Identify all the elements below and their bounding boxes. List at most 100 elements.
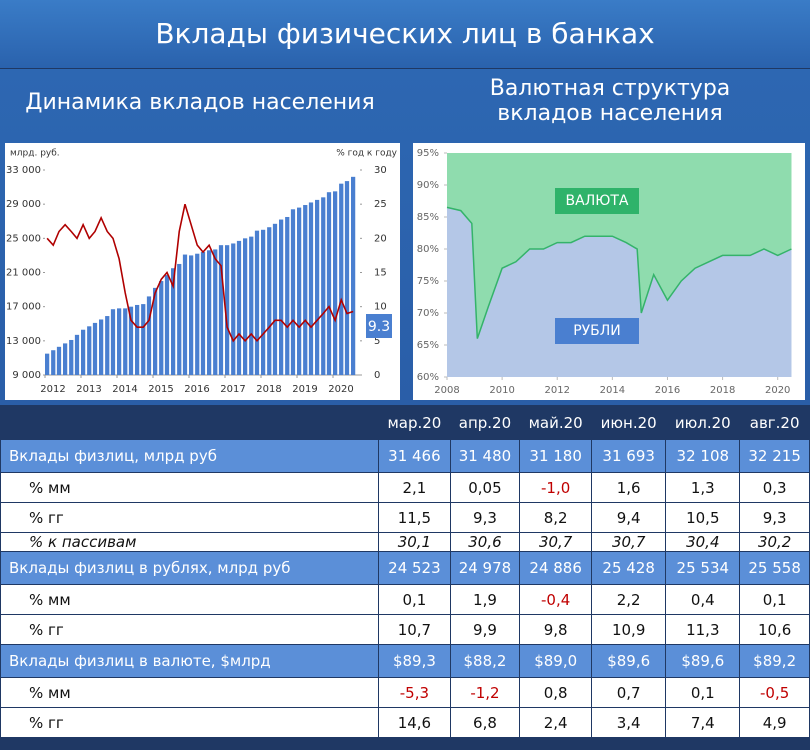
bar (195, 253, 200, 375)
bar (81, 329, 86, 375)
x-tick-label: 2015 (148, 384, 173, 395)
bar (243, 238, 248, 375)
cell: 10,9 (591, 614, 667, 645)
row: % гг 14,6 6,8 2,4 3,4 7,4 4,9 (0, 707, 810, 738)
bar (182, 254, 188, 375)
x-tick-label: 2020 (328, 384, 353, 395)
row-label: % гг (0, 707, 380, 738)
cell: 9,9 (449, 614, 521, 645)
cell: $89,6 (591, 644, 667, 678)
cell: 30,1 (378, 532, 451, 552)
bar (333, 191, 338, 375)
bar (344, 181, 350, 375)
y2-tick-label: 0 (374, 370, 380, 381)
row-label: % гг (0, 502, 380, 533)
bar (303, 205, 308, 375)
title: Вклады физических лиц в банках (0, 0, 810, 68)
month: мар.20 (378, 405, 451, 440)
y-tick-label: 13 000 (6, 336, 41, 347)
bar (339, 183, 344, 375)
cell: -1,0 (519, 472, 593, 503)
x-tick-label: 2012 (545, 385, 570, 396)
y-tick-label: 33 000 (6, 165, 41, 176)
bar (117, 308, 122, 375)
cell: 3,4 (591, 707, 667, 738)
cell: 9,3 (739, 502, 810, 533)
bar (74, 334, 80, 375)
series-label: РУБЛИ (573, 323, 621, 339)
cell: -1,2 (449, 677, 521, 708)
bar (99, 319, 104, 375)
cell: 10,5 (665, 502, 741, 533)
y2-tick-label: 10 (374, 302, 387, 313)
series-label-bg (555, 318, 639, 344)
cell: 0,8 (519, 677, 593, 708)
cell: 11,3 (665, 614, 741, 645)
cell: 10,7 (378, 614, 451, 645)
cell: $89,2 (739, 644, 810, 678)
bar (308, 202, 314, 375)
cell: 14,6 (378, 707, 451, 738)
bar (189, 255, 194, 375)
cell: 10,6 (739, 614, 810, 645)
cell: 32 215 (739, 439, 810, 473)
cell: 4,9 (739, 707, 810, 738)
cell: -5,3 (378, 677, 451, 708)
x-tick-label: 2016 (655, 385, 680, 396)
left-subtitle: Динамика вкладов населения (25, 90, 375, 115)
cell: 7,4 (665, 707, 741, 738)
cell: 0,3 (739, 472, 810, 503)
cell: 1,6 (591, 472, 667, 503)
cell: -0,5 (739, 677, 810, 708)
row: % к пассивам 30,1 30,6 30,7 30,7 30,4 30,2 (0, 532, 810, 552)
bar (261, 229, 266, 375)
cell: 2,1 (378, 472, 451, 503)
bar (225, 245, 230, 375)
cell: 30,7 (519, 532, 593, 552)
y-tick-label: 17 000 (6, 302, 41, 313)
charts: млрд. руб. % год к году 9 000 13 000 17 000 2… (5, 143, 805, 400)
row-label: % гг (0, 614, 380, 645)
bar (141, 304, 146, 375)
bar (56, 346, 62, 375)
bar (128, 306, 134, 375)
bar (297, 207, 302, 375)
row-label: % мм (0, 677, 380, 708)
row: % мм 2,1 0,05 -1,0 1,6 1,3 0,3 (0, 472, 810, 503)
bar (110, 309, 116, 375)
y2-axis-label: % год к году (336, 149, 397, 159)
cell: 0,05 (449, 472, 521, 503)
cell: 31 466 (378, 439, 451, 473)
x-tick-label: 2012 (40, 384, 65, 395)
row: % гг 10,7 9,9 9,8 10,9 11,3 10,6 (0, 614, 810, 645)
bar (123, 308, 128, 375)
cell: $88,2 (449, 644, 521, 678)
cell: 11,5 (378, 502, 451, 533)
x-tick-label: 2016 (184, 384, 209, 395)
row-label: Вклады физлиц в валюте, $млрд (0, 644, 380, 678)
bar (45, 353, 50, 375)
cell: 1,3 (665, 472, 741, 503)
row-label: Вклады физлиц в рублях, млрд руб (0, 551, 380, 585)
cell: 24 886 (519, 551, 593, 585)
cell: 0,4 (665, 584, 741, 615)
bar (146, 296, 152, 375)
annotation-box (366, 314, 392, 338)
y-tick-label: 65% (417, 340, 439, 351)
y-tick-label: 9 000 (12, 370, 41, 381)
bar (285, 216, 290, 375)
bar (213, 249, 218, 375)
row-label: % мм (0, 472, 380, 503)
bar (326, 192, 332, 375)
section-row: Вклады физлиц в валюте, $млрд $89,3 $88,2 $… (0, 644, 810, 678)
cell: 32 108 (665, 439, 741, 473)
bar (69, 339, 74, 375)
month: июн.20 (591, 405, 667, 440)
bar (315, 199, 320, 375)
bar (63, 343, 68, 375)
cell: 9,8 (519, 614, 593, 645)
month: июл.20 (665, 405, 741, 440)
annotation: 9.3 (368, 319, 390, 335)
cell: 0,1 (739, 584, 810, 615)
x-tick-label: 2018 (256, 384, 281, 395)
